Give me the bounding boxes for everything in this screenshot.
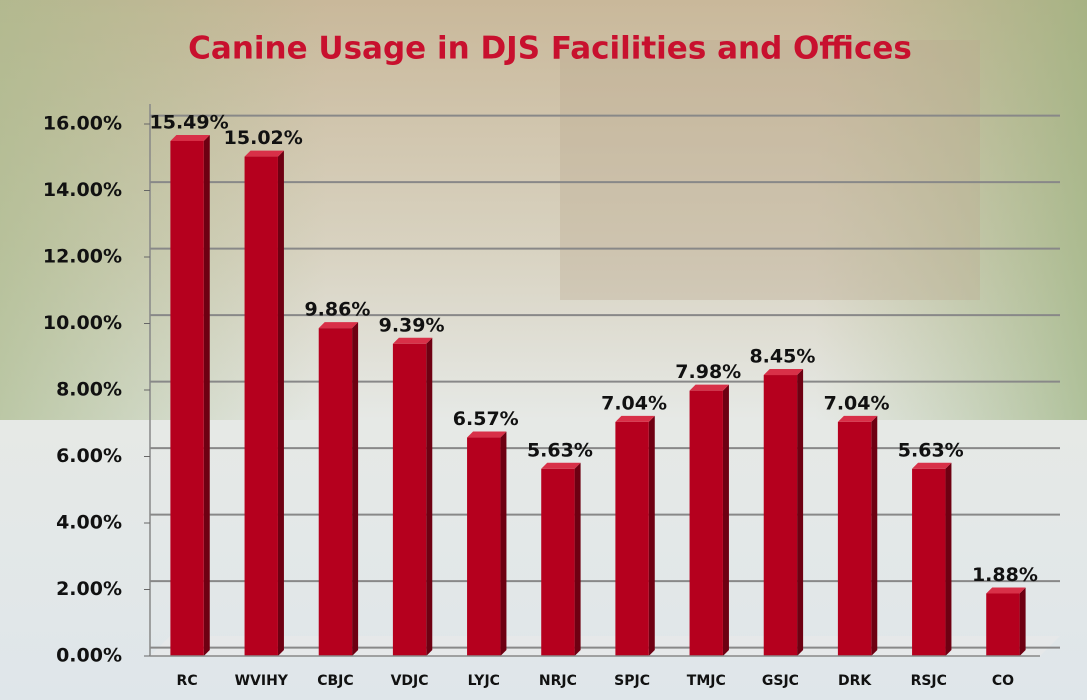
x-tick-label: VDJC (391, 673, 429, 689)
bar-top (319, 322, 358, 328)
bar-side (723, 385, 729, 656)
bar-side (426, 338, 432, 656)
bar-side (278, 151, 284, 656)
y-tick-label: 16.00% (43, 113, 122, 135)
value-label: 5.63% (898, 439, 964, 461)
bar-side (871, 416, 877, 656)
value-label: 15.02% (224, 127, 303, 149)
bar-side (1020, 587, 1026, 656)
bar-side (649, 416, 655, 656)
bar-top (838, 416, 877, 422)
x-tick-label: RSJC (911, 673, 947, 689)
bar (393, 344, 426, 656)
value-label: 9.86% (304, 299, 370, 321)
y-tick-label: 6.00% (56, 445, 122, 467)
bar-top (690, 385, 729, 391)
bar (319, 328, 352, 656)
value-label: 5.63% (527, 439, 593, 461)
bar (912, 469, 945, 656)
y-tick-label: 4.00% (56, 512, 122, 534)
bar-side (945, 463, 951, 656)
bar-side (204, 135, 210, 656)
background-mill (560, 40, 980, 300)
y-tick-label: 14.00% (43, 179, 122, 201)
bar-side (575, 463, 581, 656)
x-tick-label: SPJC (614, 673, 650, 689)
bar-top (467, 432, 506, 438)
value-label: 8.45% (749, 346, 815, 368)
bar-top (393, 338, 432, 344)
value-label: 9.39% (379, 314, 445, 336)
chart: Canine Usage in DJS Facilities and Offic… (0, 0, 1087, 700)
bar-top (615, 416, 654, 422)
y-tick-label: 10.00% (43, 312, 122, 334)
x-tick-label: GSJC (762, 673, 799, 689)
bar-top (170, 135, 209, 141)
value-label: 6.57% (453, 408, 519, 430)
bar (467, 438, 500, 656)
y-tick-label: 0.00% (56, 645, 122, 667)
bar-top (912, 463, 951, 469)
bar-top (245, 151, 284, 157)
bar (764, 375, 797, 656)
x-tick-label: TMJC (687, 673, 726, 689)
y-tick-label: 12.00% (43, 246, 122, 268)
x-tick-label: LYJC (468, 673, 500, 689)
x-tick-label: NRJC (539, 673, 577, 689)
x-tick-label: WVIHY (235, 673, 289, 689)
bar (170, 141, 203, 656)
chart-title: Canine Usage in DJS Facilities and Offic… (188, 31, 912, 67)
x-tick-label: DRK (838, 673, 872, 689)
bar (541, 469, 574, 656)
bar (838, 422, 871, 656)
bar-top (764, 369, 803, 375)
value-label: 15.49% (150, 111, 229, 133)
value-label: 7.04% (601, 392, 667, 414)
value-label: 7.98% (675, 361, 741, 383)
y-tick-label: 2.00% (56, 578, 122, 600)
bar (690, 391, 723, 656)
value-label: 7.04% (824, 392, 890, 414)
x-tick-label: RC (177, 673, 198, 689)
bar-top (541, 463, 580, 469)
y-tick-label: 8.00% (56, 379, 122, 401)
bar-side (797, 369, 803, 656)
value-label: 1.88% (972, 564, 1038, 586)
bar (615, 422, 648, 656)
x-tick-label: CO (992, 673, 1014, 689)
bar (986, 593, 1019, 656)
bar-top (986, 587, 1025, 593)
bar-side (500, 432, 506, 656)
x-tick-label: CBJC (317, 673, 353, 689)
bar (245, 157, 278, 656)
bar-side (352, 322, 358, 656)
